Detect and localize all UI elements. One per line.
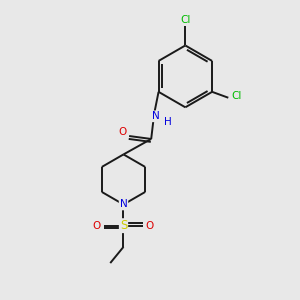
Text: H: H — [164, 117, 171, 127]
Text: O: O — [118, 128, 127, 137]
Text: N: N — [120, 200, 128, 209]
Text: Cl: Cl — [231, 91, 242, 101]
Text: N: N — [152, 111, 160, 121]
Text: O: O — [93, 221, 101, 231]
Text: S: S — [120, 219, 127, 232]
Text: O: O — [146, 221, 154, 231]
Text: Cl: Cl — [180, 15, 190, 25]
